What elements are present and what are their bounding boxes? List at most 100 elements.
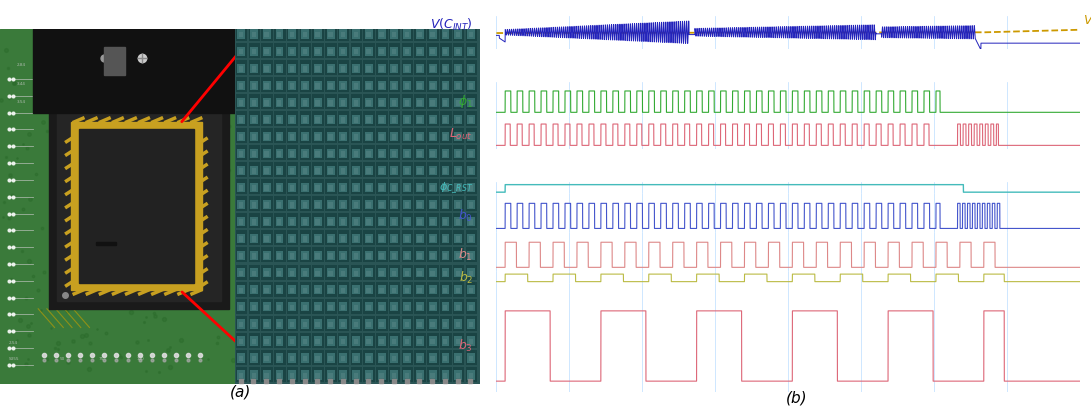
Bar xyxy=(250,319,257,328)
Bar xyxy=(326,115,335,124)
Bar xyxy=(443,66,447,71)
Bar xyxy=(236,231,248,246)
Bar xyxy=(339,234,347,243)
Bar xyxy=(252,288,256,293)
Bar xyxy=(264,356,268,361)
Bar xyxy=(338,213,349,228)
Bar xyxy=(364,353,373,363)
Bar xyxy=(456,32,460,38)
Bar xyxy=(392,202,396,208)
Bar xyxy=(430,339,434,344)
Bar xyxy=(340,83,346,89)
Bar xyxy=(277,339,281,344)
Bar xyxy=(353,220,358,225)
Bar xyxy=(312,231,324,246)
Bar xyxy=(264,253,268,259)
Bar xyxy=(328,339,333,344)
Bar xyxy=(237,302,245,311)
Bar xyxy=(315,151,320,157)
Bar xyxy=(314,183,322,192)
Bar xyxy=(454,268,463,277)
Bar xyxy=(339,166,347,175)
Bar xyxy=(250,336,257,346)
Bar xyxy=(236,282,248,297)
Bar xyxy=(416,98,424,107)
Bar xyxy=(377,132,385,141)
Bar xyxy=(264,288,268,293)
Bar xyxy=(376,111,387,126)
Bar xyxy=(301,81,309,90)
Bar xyxy=(466,162,477,177)
Bar xyxy=(237,183,245,192)
Bar xyxy=(466,77,477,92)
Bar xyxy=(338,299,349,314)
Bar xyxy=(392,253,396,259)
Bar xyxy=(367,168,371,174)
Bar xyxy=(428,128,439,143)
Bar xyxy=(339,132,347,141)
Bar xyxy=(338,162,349,177)
Bar xyxy=(314,64,322,73)
Bar xyxy=(380,49,384,55)
Bar xyxy=(430,49,434,55)
Bar xyxy=(401,162,413,177)
Bar xyxy=(263,353,271,363)
Bar xyxy=(276,319,284,328)
Bar xyxy=(302,271,307,276)
Bar xyxy=(364,302,373,311)
Bar xyxy=(264,322,268,327)
Bar xyxy=(339,353,347,363)
Bar xyxy=(325,350,337,365)
Bar xyxy=(468,288,473,293)
Bar xyxy=(277,305,281,310)
Bar xyxy=(440,180,452,194)
Bar xyxy=(377,29,385,39)
Bar xyxy=(339,217,347,226)
Bar xyxy=(287,299,298,314)
Bar xyxy=(239,202,243,208)
Bar xyxy=(468,185,473,191)
Bar xyxy=(288,302,297,311)
Bar xyxy=(287,77,298,92)
Bar xyxy=(276,251,284,260)
Bar xyxy=(263,200,271,209)
Bar xyxy=(353,339,358,344)
Bar xyxy=(418,134,422,140)
Bar xyxy=(263,285,271,295)
Bar xyxy=(367,66,371,71)
Bar xyxy=(350,231,362,246)
Bar xyxy=(300,213,311,228)
Bar xyxy=(252,356,256,361)
Bar xyxy=(239,66,243,71)
Bar xyxy=(363,43,375,58)
Bar xyxy=(442,251,449,260)
Bar xyxy=(428,60,439,75)
Bar xyxy=(300,350,311,365)
Bar xyxy=(401,264,413,279)
Bar xyxy=(274,162,286,177)
Bar xyxy=(263,166,271,175)
Bar xyxy=(389,248,400,262)
Bar xyxy=(250,370,257,379)
Bar xyxy=(339,268,347,277)
Bar xyxy=(440,282,452,297)
Bar xyxy=(239,185,243,191)
Bar xyxy=(301,200,309,209)
Bar xyxy=(405,220,409,225)
Bar xyxy=(287,333,298,348)
Bar xyxy=(367,185,371,191)
Bar xyxy=(391,115,398,124)
Bar xyxy=(418,305,422,310)
Bar xyxy=(262,248,273,262)
Bar xyxy=(466,264,477,279)
Bar xyxy=(262,264,273,279)
Bar xyxy=(428,299,439,314)
Bar xyxy=(290,202,295,208)
Bar xyxy=(352,370,360,379)
Bar xyxy=(274,145,286,160)
Bar xyxy=(453,231,465,246)
Bar xyxy=(466,350,477,365)
Bar xyxy=(300,333,311,348)
Bar xyxy=(277,66,281,71)
Bar xyxy=(287,60,298,75)
